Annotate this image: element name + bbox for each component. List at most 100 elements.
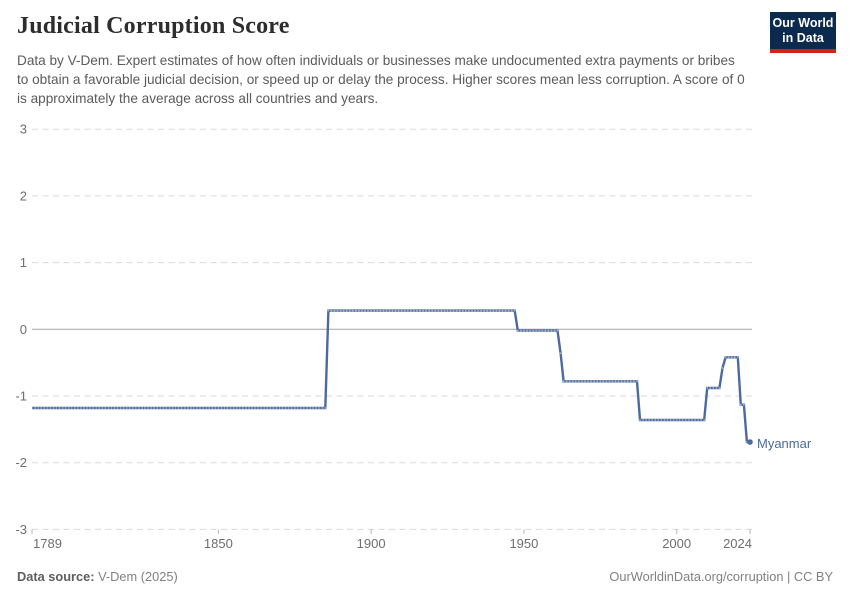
year-marker-dot xyxy=(183,407,186,409)
year-marker-dot xyxy=(116,407,119,409)
year-marker-dot xyxy=(241,407,244,409)
year-marker-dot xyxy=(743,403,745,406)
x-axis-label: 1950 xyxy=(509,536,538,551)
owid-logo[interactable]: Our World in Data xyxy=(770,12,836,53)
year-marker-dot xyxy=(465,309,467,312)
year-marker-dot xyxy=(202,407,205,409)
year-marker-dot xyxy=(700,419,702,421)
year-marker-dot xyxy=(364,309,366,312)
year-marker-dot xyxy=(122,407,125,409)
year-marker-dot xyxy=(739,403,742,406)
year-marker-dot xyxy=(416,309,418,312)
year-marker-dot xyxy=(46,407,49,409)
myanmar-line xyxy=(32,309,750,444)
year-marker-dot xyxy=(296,407,299,409)
owid-logo-line2: in Data xyxy=(782,31,824,45)
year-marker-dot xyxy=(43,407,46,409)
year-marker-dot xyxy=(620,380,623,383)
year-marker-dot xyxy=(229,407,232,409)
year-marker-dot xyxy=(290,407,293,409)
year-marker-dot xyxy=(138,407,140,409)
year-marker-dot xyxy=(217,407,220,409)
year-marker-dot xyxy=(672,419,675,421)
year-marker-dot xyxy=(214,407,217,409)
year-marker-dot xyxy=(703,419,706,421)
x-axis-label: 1789 xyxy=(33,536,62,551)
year-marker-dot xyxy=(251,407,253,409)
year-marker-dot xyxy=(220,407,223,409)
year-marker-dot xyxy=(147,407,150,409)
year-marker-dot xyxy=(61,407,64,409)
y-axis-label: 0 xyxy=(20,322,27,337)
year-marker-dot xyxy=(245,407,247,409)
year-marker-dot xyxy=(232,407,235,409)
year-marker-dot xyxy=(119,407,122,409)
year-marker-dot xyxy=(168,407,171,409)
year-marker-dot xyxy=(58,407,61,409)
year-marker-dot xyxy=(590,380,592,383)
year-marker-dot xyxy=(107,407,110,409)
year-marker-dot xyxy=(400,309,403,312)
year-marker-dot xyxy=(162,407,165,409)
year-marker-dot xyxy=(492,309,495,312)
year-marker-dot xyxy=(446,309,449,312)
year-marker-dot xyxy=(165,407,168,409)
year-marker-dot xyxy=(394,309,397,312)
year-marker-dot xyxy=(223,407,226,409)
year-marker-dot xyxy=(92,407,94,409)
year-marker-dot xyxy=(452,309,455,312)
year-marker-dot xyxy=(642,419,644,421)
year-marker-dot xyxy=(98,407,101,409)
year-marker-dot xyxy=(574,380,577,383)
y-axis-label: -1 xyxy=(15,389,27,404)
year-marker-dot xyxy=(254,407,256,409)
year-marker-dot xyxy=(709,387,712,389)
chart-footer: Data source: V-Dem (2025) OurWorldinData… xyxy=(17,569,833,584)
year-marker-dot xyxy=(80,407,82,409)
year-marker-dot xyxy=(260,407,262,409)
year-marker-dot xyxy=(174,407,177,409)
y-axis-label: -2 xyxy=(15,455,27,470)
year-marker-dot xyxy=(645,419,647,421)
year-marker-dot xyxy=(675,419,678,421)
year-marker-dot xyxy=(135,407,137,409)
x-axis-label: 1900 xyxy=(357,536,386,551)
year-marker-dot xyxy=(651,419,654,421)
data-source: Data source: V-Dem (2025) xyxy=(17,569,178,584)
year-marker-dot xyxy=(636,380,638,383)
year-marker-dot xyxy=(31,407,33,409)
series-label-myanmar: Myanmar xyxy=(757,436,812,451)
year-marker-dot xyxy=(648,419,651,421)
year-marker-dot xyxy=(199,407,201,409)
year-marker-dot xyxy=(455,309,458,312)
year-marker-dot xyxy=(691,419,693,421)
year-marker-dot xyxy=(49,407,52,409)
year-marker-dot xyxy=(284,407,287,409)
year-marker-dot xyxy=(437,309,440,312)
year-marker-dot xyxy=(550,329,553,332)
year-marker-dot xyxy=(501,309,504,312)
year-marker-dot xyxy=(538,329,541,332)
year-marker-dot xyxy=(110,407,113,409)
y-axis-label: 2 xyxy=(20,188,27,203)
year-marker-dot xyxy=(544,329,547,332)
year-marker-dot xyxy=(556,329,559,332)
year-marker-dot xyxy=(150,407,153,409)
year-marker-dot xyxy=(623,380,626,383)
year-marker-dot xyxy=(565,380,568,383)
year-marker-dot xyxy=(306,407,308,409)
year-marker-dot xyxy=(52,407,55,409)
year-marker-dot xyxy=(238,407,241,409)
year-marker-dot xyxy=(348,309,351,312)
year-marker-dot xyxy=(40,407,43,409)
year-marker-dot xyxy=(104,407,107,409)
year-marker-dot xyxy=(712,387,715,389)
year-marker-dot xyxy=(95,407,98,409)
year-marker-dot xyxy=(406,309,409,312)
year-marker-dot xyxy=(596,380,599,383)
year-marker-dot xyxy=(660,419,663,421)
year-marker-dot xyxy=(34,407,36,409)
year-marker-dot xyxy=(571,380,574,383)
year-marker-dot xyxy=(458,309,461,312)
year-marker-dot xyxy=(391,309,394,312)
